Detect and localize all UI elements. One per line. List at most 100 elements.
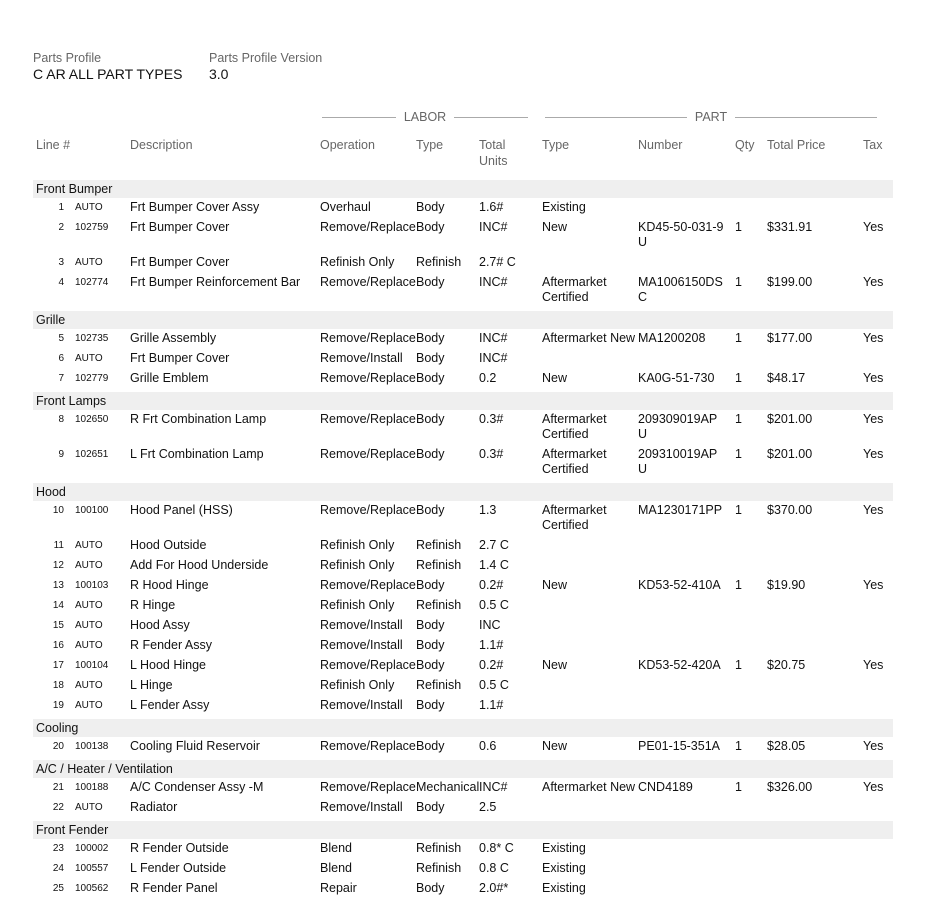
line-number: 21	[52, 782, 64, 793]
qty: 1	[735, 447, 742, 461]
total-price	[767, 556, 863, 576]
line-number: 24	[52, 863, 64, 874]
total-price: $199.00	[767, 275, 813, 289]
total-units: 2.7 C	[479, 538, 509, 552]
col-qty: Qty	[735, 138, 755, 152]
part-number-text: 209310019APU	[638, 447, 718, 476]
line-code: AUTO	[75, 353, 103, 364]
labor-type: Refinish	[416, 255, 462, 269]
qty	[735, 879, 767, 899]
labor-type: Body	[416, 881, 445, 895]
description: R Fender Panel	[130, 881, 218, 895]
col-number: Number	[638, 138, 683, 152]
tax	[863, 198, 893, 218]
total-price: $326.00	[767, 780, 813, 794]
table-row: 20 100138 Cooling Fluid Reservoir Remove/Re…	[33, 737, 893, 759]
part-type	[542, 556, 638, 576]
table-row: 4 102774 Frt Bumper Reinforcement Bar Remov…	[33, 273, 893, 310]
group-header: Hood	[33, 480, 893, 501]
total-units: 2.5	[479, 800, 497, 814]
tax	[863, 349, 893, 369]
table-row: 12 AUTO Add For Hood Underside Refinish Onl…	[33, 556, 893, 576]
line-number: 16	[52, 640, 64, 651]
group-name: A/C / Heater / Ventilation	[33, 757, 893, 778]
total-units: 0.2	[479, 371, 497, 385]
total-units: 2.0#*	[479, 881, 509, 895]
total-price	[767, 859, 863, 879]
col-labor-type: Type	[416, 138, 444, 152]
part-type: Existing	[542, 861, 586, 875]
total-price	[767, 879, 863, 899]
table-row: 24 100557 L Fender Outside Blend Refinish 0.8…	[33, 859, 893, 879]
tax: Yes	[863, 503, 884, 517]
tax: Yes	[863, 780, 884, 794]
line-number: 25	[52, 883, 64, 894]
group-header: Grille	[33, 308, 893, 329]
total-units: INC#	[479, 220, 508, 234]
qty	[735, 798, 767, 820]
table-row: 16 AUTO R Fender Assy Remove/Install Body 1.1…	[33, 636, 893, 656]
parts-profile-label: Parts Profile	[33, 51, 102, 65]
table-row: 25 100562 R Fender Panel Repair Body 2.0#* Exi…	[33, 879, 893, 899]
line-code: 100002	[75, 843, 109, 854]
part-type: New	[542, 220, 568, 234]
labor-section-header: LABOR	[322, 110, 529, 124]
table-row: 21 100188 A/C Condenser Assy -M Remove/Repl…	[33, 778, 893, 798]
line-code: 100103	[75, 580, 109, 591]
tax	[863, 798, 893, 820]
operation: Remove/Replace	[320, 447, 416, 461]
part-type: Aftermarket New	[542, 331, 636, 345]
tax	[863, 839, 893, 859]
table-header: Line # Description Operation Type Total …	[33, 137, 893, 179]
description: Frt Bumper Reinforcement Bar	[130, 275, 301, 289]
tax	[863, 676, 893, 696]
parts-profile: Parts Profile C AR ALL PART TYPES	[33, 51, 182, 82]
table-row: 1 AUTO Frt Bumper Cover Assy Overhaul Body 1.…	[33, 198, 893, 218]
tax	[863, 859, 893, 879]
line-number: 18	[52, 680, 64, 691]
total-units: 1.1#	[479, 698, 504, 712]
line-number: 15	[52, 620, 64, 631]
tax: Yes	[863, 658, 884, 672]
table-row: 13 100103 R Hood Hinge Remove/Replace Body 0.…	[33, 576, 893, 596]
operation: Remove/Replace	[320, 331, 416, 345]
part-type: Aftermarket Certified	[542, 447, 607, 476]
line-code: 102650	[75, 414, 109, 425]
parts-profile-version: Parts Profile Version 3.0	[209, 51, 322, 82]
part-type: New	[542, 658, 568, 672]
tax: Yes	[863, 578, 884, 592]
divider	[454, 116, 529, 118]
part-type	[542, 636, 638, 656]
total-price	[767, 798, 863, 820]
total-units: 1.1#	[479, 638, 504, 652]
line-number: 23	[52, 843, 64, 854]
line-number: 10	[52, 505, 64, 516]
qty	[735, 198, 767, 218]
labor-type: Refinish	[416, 678, 462, 692]
total-units: 0.3#	[479, 412, 504, 426]
line-code: 102779	[75, 373, 109, 384]
total-units: 0.5 C	[479, 678, 509, 692]
qty	[735, 696, 767, 718]
group-header: A/C / Heater / Ventilation	[33, 757, 893, 778]
total-units: 0.8 C	[479, 861, 509, 875]
total-units: 0.2#	[479, 578, 504, 592]
total-units: INC#	[479, 275, 508, 289]
operation: Remove/Replace	[320, 780, 416, 794]
tax: Yes	[863, 739, 884, 753]
labor-label: LABOR	[403, 110, 447, 124]
table-row: 9 102651 L Frt Combination Lamp Remove/Repl…	[33, 445, 893, 482]
line-code: 100562	[75, 883, 109, 894]
labor-type: Body	[416, 578, 445, 592]
qty: 1	[735, 578, 742, 592]
operation: Remove/Replace	[320, 220, 416, 234]
qty: 1	[735, 658, 742, 672]
line-number: 7	[58, 373, 64, 384]
col-operation: Operation	[320, 138, 375, 152]
table-row: 18 AUTO L Hinge Refinish Only Refinish 0.5 C	[33, 676, 893, 696]
qty	[735, 859, 767, 879]
total-price	[767, 616, 863, 636]
line-number: 2	[58, 222, 64, 233]
line-code: AUTO	[75, 640, 103, 651]
qty: 1	[735, 412, 742, 426]
